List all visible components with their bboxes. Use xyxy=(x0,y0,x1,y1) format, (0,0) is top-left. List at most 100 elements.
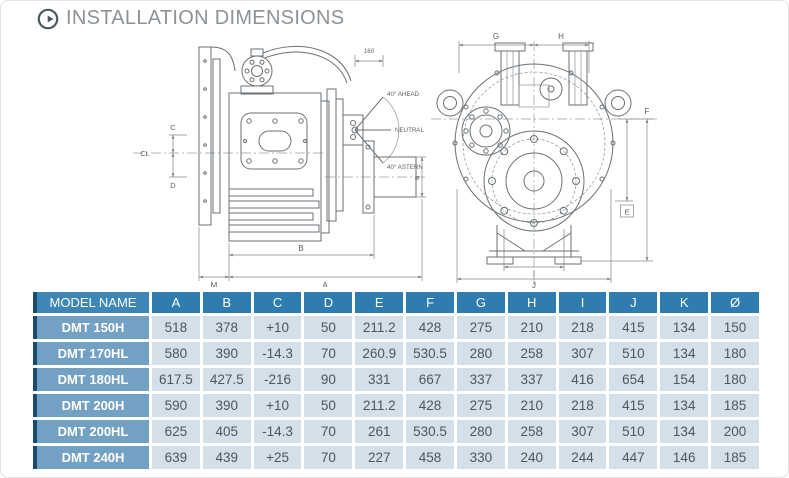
value-cell: +25 xyxy=(253,446,302,469)
value-cell: 134 xyxy=(660,342,709,365)
dim-label-m: M xyxy=(211,281,218,287)
dim-label-e: E xyxy=(624,208,629,217)
dim-label-astern: 40° ASTERN xyxy=(387,164,423,171)
value-cell: 331 xyxy=(355,368,404,391)
value-cell: 337 xyxy=(507,368,556,391)
value-cell: 275 xyxy=(456,394,505,417)
value-cell: 530.5 xyxy=(406,420,454,443)
gearbox-side-outline xyxy=(198,46,417,242)
table-row: DMT 200H 590 390 +10 50 211.2 428 275 21… xyxy=(33,394,759,417)
value-cell: 518 xyxy=(152,316,200,339)
value-cell: -14.3 xyxy=(253,420,302,443)
dim-label-d: D xyxy=(170,181,176,190)
dim-label-h: H xyxy=(558,32,564,41)
value-cell: 258 xyxy=(507,342,556,365)
value-cell: 330 xyxy=(456,446,505,469)
value-cell: 337 xyxy=(456,368,505,391)
value-cell: 275 xyxy=(456,316,505,339)
table-row: DMT 200HL 625 405 -14.3 70 261 530.5 280… xyxy=(33,420,759,443)
value-cell: 580 xyxy=(152,342,200,365)
dim-label-160: 160 xyxy=(364,48,375,55)
section-header: INSTALLATION DIMENSIONS xyxy=(37,7,344,30)
col-header-j: J xyxy=(609,292,658,313)
model-cell: DMT 180HL xyxy=(33,368,149,391)
arrow-right-circle-icon xyxy=(37,8,59,29)
value-cell: +10 xyxy=(253,394,302,417)
value-cell: 667 xyxy=(406,368,454,391)
value-cell: 185 xyxy=(711,394,759,417)
model-cell: DMT 200H xyxy=(33,394,149,417)
value-cell: 154 xyxy=(660,368,709,391)
value-cell: 378 xyxy=(202,316,251,339)
table-row: DMT 180HL 617.5 427.5 -216 90 331 667 33… xyxy=(33,368,759,391)
value-cell: 134 xyxy=(660,316,709,339)
value-cell: 447 xyxy=(609,446,658,469)
value-cell: 280 xyxy=(456,420,505,443)
col-header-b: B xyxy=(202,292,251,313)
value-cell: 260.9 xyxy=(355,342,404,365)
col-header-f: F xyxy=(406,292,454,313)
col-header-c: C xyxy=(253,292,302,313)
value-cell: 211.2 xyxy=(355,394,404,417)
value-cell: 617.5 xyxy=(152,368,200,391)
dim-label-g: G xyxy=(493,32,499,41)
value-cell: 134 xyxy=(660,420,709,443)
col-header-h: H xyxy=(507,292,556,313)
col-header-a: A xyxy=(152,292,200,313)
value-cell: 180 xyxy=(711,342,759,365)
value-cell: 458 xyxy=(406,446,454,469)
col-header-d: D xyxy=(304,292,353,313)
value-cell: 185 xyxy=(711,446,759,469)
value-cell: 280 xyxy=(456,342,505,365)
model-cell: DMT 150H xyxy=(33,316,149,339)
value-cell: 240 xyxy=(507,446,556,469)
value-cell: 415 xyxy=(609,316,658,339)
col-header-g: G xyxy=(456,292,505,313)
value-cell: 625 xyxy=(152,420,200,443)
dim-label-c: C xyxy=(170,123,176,132)
side-dimension-lines xyxy=(169,55,426,281)
col-header-diameter: Ø xyxy=(711,292,759,313)
gearbox-side-view-drawing: 160 40° AHEAD NEUTRAL 40° ASTERN C CL D … xyxy=(133,46,427,287)
value-cell: 639 xyxy=(152,446,200,469)
value-cell: 50 xyxy=(304,316,353,339)
value-cell: 218 xyxy=(558,316,607,339)
value-cell: 307 xyxy=(558,342,607,365)
value-cell: +10 xyxy=(253,316,302,339)
dimensions-table-wrap: MODEL NAME A B C D E F G H I J K Ø DMT 1… xyxy=(30,289,762,472)
dim-label-b: B xyxy=(298,244,303,253)
value-cell: 416 xyxy=(558,368,607,391)
model-cell: DMT 240H xyxy=(33,446,149,469)
value-cell: 427.5 xyxy=(202,368,251,391)
value-cell: 654 xyxy=(609,368,658,391)
dim-label-cl: CL xyxy=(140,149,150,158)
value-cell: -216 xyxy=(253,368,302,391)
value-cell: 307 xyxy=(558,420,607,443)
value-cell: 90 xyxy=(304,368,353,391)
value-cell: 428 xyxy=(406,316,454,339)
dim-label-j: J xyxy=(532,281,536,289)
col-header-model-name: MODEL NAME xyxy=(33,292,149,313)
value-cell: 390 xyxy=(202,342,251,365)
value-cell: 530.5 xyxy=(406,342,454,365)
table-row: DMT 240H 639 439 +25 70 227 458 330 240 … xyxy=(33,446,759,469)
col-header-i: I xyxy=(558,292,607,313)
value-cell: 70 xyxy=(304,342,353,365)
value-cell: 150 xyxy=(711,316,759,339)
dim-label-f: F xyxy=(645,107,650,116)
value-cell: 405 xyxy=(202,420,251,443)
page-title: INSTALLATION DIMENSIONS xyxy=(66,7,345,29)
model-cell: DMT 200HL xyxy=(33,420,149,443)
value-cell: 200 xyxy=(711,420,759,443)
value-cell: 244 xyxy=(558,446,607,469)
table-row: DMT 170HL 580 390 -14.3 70 260.9 530.5 2… xyxy=(33,342,759,365)
value-cell: 428 xyxy=(406,394,454,417)
value-cell: 439 xyxy=(202,446,251,469)
model-cell: DMT 170HL xyxy=(33,342,149,365)
dim-label-a: A xyxy=(322,281,328,287)
value-cell: 261 xyxy=(355,420,404,443)
value-cell: 390 xyxy=(202,394,251,417)
value-cell: 70 xyxy=(304,420,353,443)
value-cell: 210 xyxy=(507,316,556,339)
